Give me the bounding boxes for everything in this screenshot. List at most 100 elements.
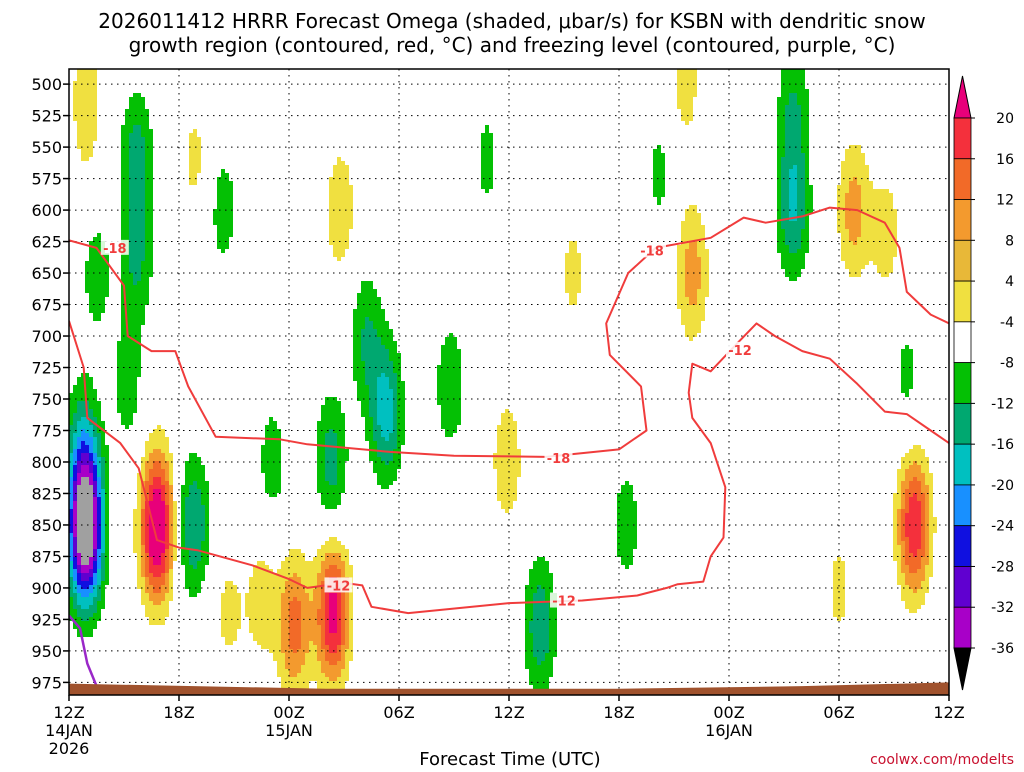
- omega-cell: [73, 417, 77, 421]
- omega-cell: [297, 641, 301, 645]
- omega-cell: [101, 605, 105, 609]
- omega-cell: [101, 309, 105, 313]
- omega-cell: [189, 153, 193, 157]
- omega-cell: [189, 585, 193, 589]
- omega-cell: [321, 561, 325, 565]
- omega-cell: [365, 385, 369, 389]
- omega-cell: [361, 365, 365, 369]
- omega-cell: [169, 565, 173, 569]
- omega-cell: [153, 541, 157, 545]
- omega-cell: [325, 637, 329, 641]
- omega-cell: [449, 413, 453, 417]
- omega-cell: [141, 153, 145, 157]
- omega-cell: [229, 601, 233, 605]
- omega-cell: [77, 69, 81, 73]
- omega-cell: [697, 257, 701, 261]
- omega-cell: [93, 69, 97, 73]
- omega-cell: [349, 601, 353, 605]
- omega-cell: [525, 649, 529, 653]
- omega-cell: [621, 537, 625, 541]
- omega-cell: [373, 345, 377, 349]
- omega-cell: [105, 293, 109, 297]
- omega-cell: [149, 477, 153, 481]
- omega-cell: [197, 469, 201, 473]
- omega-cell: [385, 325, 389, 329]
- omega-cell: [145, 133, 149, 137]
- omega-cell: [125, 393, 129, 397]
- omega-cell: [285, 681, 289, 685]
- omega-cell: [517, 449, 521, 453]
- omega-cell: [229, 213, 233, 217]
- omega-cell: [121, 421, 125, 425]
- omega-cell: [85, 445, 89, 449]
- omega-cell: [369, 445, 373, 449]
- omega-cell: [93, 565, 97, 569]
- omega-cell: [549, 573, 553, 577]
- omega-cell: [141, 473, 145, 477]
- omega-cell: [529, 589, 533, 593]
- omega-cell: [277, 657, 281, 661]
- omega-cell: [253, 621, 257, 625]
- omega-cell: [305, 681, 309, 685]
- omega-cell: [513, 433, 517, 437]
- omega-cell: [785, 109, 789, 113]
- omega-cell: [73, 101, 77, 105]
- omega-cell: [169, 525, 173, 529]
- omega-cell: [305, 589, 309, 593]
- omega-cell: [537, 609, 541, 613]
- omega-cell: [569, 249, 573, 253]
- omega-cell: [689, 253, 693, 257]
- omega-cell: [85, 593, 89, 597]
- omega-cell: [73, 597, 77, 601]
- omega-cell: [93, 497, 97, 501]
- omega-cell: [133, 101, 137, 105]
- omega-cell: [93, 489, 97, 493]
- omega-cell: [121, 385, 125, 389]
- omega-cell: [305, 621, 309, 625]
- omega-cell: [141, 217, 145, 221]
- omega-cell: [161, 565, 165, 569]
- omega-cell: [681, 293, 685, 297]
- omega-cell: [341, 421, 345, 425]
- omega-cell: [181, 489, 185, 493]
- omega-cell: [93, 589, 97, 593]
- omega-cell: [93, 553, 97, 557]
- omega-cell: [289, 677, 293, 681]
- omega-cell: [553, 613, 557, 617]
- omega-cell: [273, 597, 277, 601]
- omega-cell: [445, 417, 449, 421]
- omega-cell: [457, 381, 461, 385]
- omega-cell: [269, 645, 273, 649]
- omega-cell: [81, 561, 85, 565]
- omega-cell: [681, 105, 685, 109]
- omega-cell: [349, 657, 353, 661]
- omega-cell: [225, 621, 229, 625]
- omega-cell: [89, 401, 93, 405]
- omega-cell: [93, 537, 97, 541]
- omega-cell: [289, 629, 293, 633]
- omega-cell: [697, 225, 701, 229]
- omega-cell: [129, 301, 133, 305]
- omega-cell: [137, 273, 141, 277]
- omega-cell: [77, 617, 81, 621]
- omega-cell: [249, 601, 253, 605]
- omega-cell: [225, 209, 229, 213]
- omega-cell: [789, 105, 793, 109]
- omega-cell: [161, 537, 165, 541]
- omega-cell: [129, 165, 133, 169]
- omega-cell: [125, 117, 129, 121]
- omega-cell: [793, 121, 797, 125]
- omega-cell: [365, 317, 369, 321]
- omega-cell: [365, 421, 369, 425]
- omega-cell: [789, 141, 793, 145]
- omega-cell: [357, 377, 361, 381]
- omega-cell: [681, 73, 685, 77]
- omega-cell: [269, 621, 273, 625]
- omega-cell: [205, 533, 209, 537]
- omega-cell: [185, 501, 189, 505]
- omega-cell: [365, 329, 369, 333]
- omega-cell: [261, 597, 265, 601]
- omega-cell: [97, 537, 101, 541]
- omega-cell: [501, 465, 505, 469]
- omega-cell: [481, 185, 485, 189]
